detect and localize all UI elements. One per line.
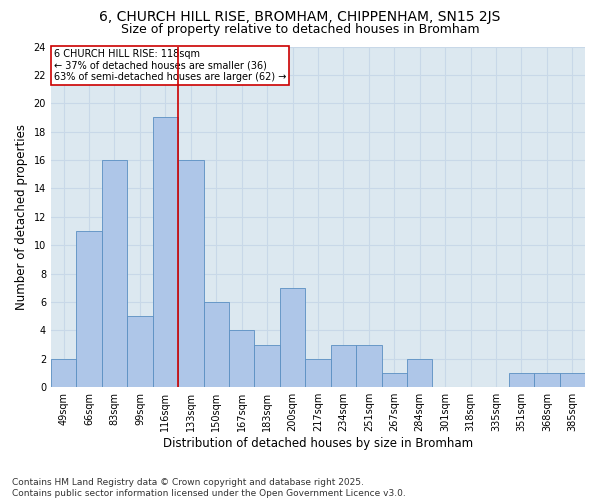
Bar xyxy=(51,359,76,387)
Bar xyxy=(407,359,433,387)
Y-axis label: Number of detached properties: Number of detached properties xyxy=(15,124,28,310)
Bar xyxy=(229,330,254,387)
Bar xyxy=(331,344,356,387)
Bar xyxy=(152,118,178,387)
Bar xyxy=(560,373,585,387)
Text: Size of property relative to detached houses in Bromham: Size of property relative to detached ho… xyxy=(121,22,479,36)
Bar xyxy=(509,373,534,387)
Bar xyxy=(178,160,203,387)
Bar xyxy=(534,373,560,387)
Bar xyxy=(127,316,152,387)
Bar xyxy=(76,231,102,387)
Bar xyxy=(382,373,407,387)
Bar xyxy=(280,288,305,387)
Text: Contains HM Land Registry data © Crown copyright and database right 2025.
Contai: Contains HM Land Registry data © Crown c… xyxy=(12,478,406,498)
Text: 6 CHURCH HILL RISE: 118sqm
← 37% of detached houses are smaller (36)
63% of semi: 6 CHURCH HILL RISE: 118sqm ← 37% of deta… xyxy=(53,50,286,82)
Bar xyxy=(356,344,382,387)
Bar xyxy=(203,302,229,387)
Bar xyxy=(102,160,127,387)
Bar xyxy=(254,344,280,387)
X-axis label: Distribution of detached houses by size in Bromham: Distribution of detached houses by size … xyxy=(163,437,473,450)
Bar xyxy=(305,359,331,387)
Text: 6, CHURCH HILL RISE, BROMHAM, CHIPPENHAM, SN15 2JS: 6, CHURCH HILL RISE, BROMHAM, CHIPPENHAM… xyxy=(100,10,500,24)
